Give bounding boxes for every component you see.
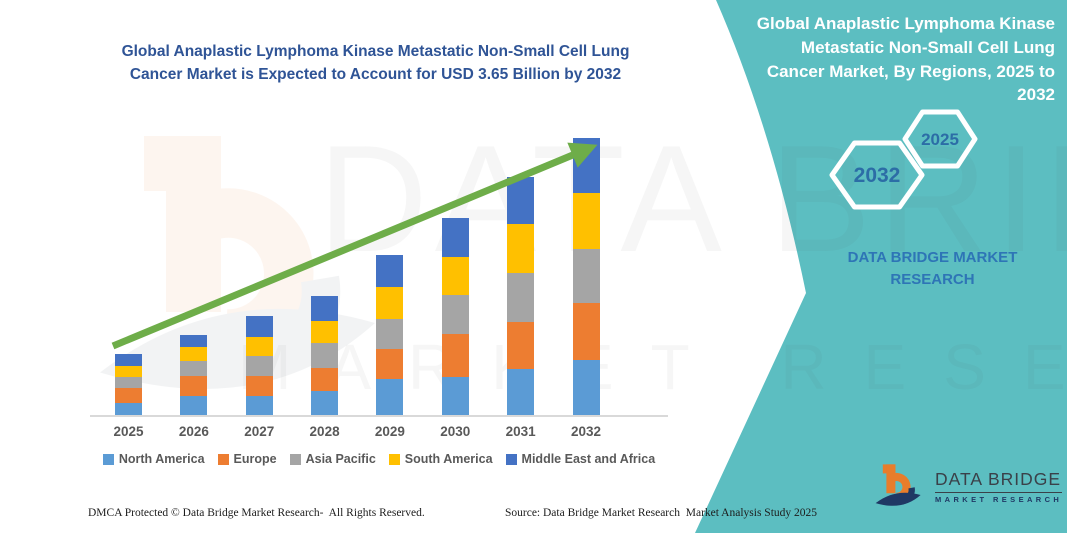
x-axis-label-2032: 2032	[570, 424, 602, 439]
bar-segment-2031-middle-east-and-africa	[507, 177, 535, 225]
source-text: Source: Data Bridge Market Research Mark…	[505, 507, 818, 519]
bar-segment-2030-south-america	[441, 256, 469, 295]
bar-segment-2026-south-america	[180, 347, 208, 362]
bar-segment-2029-middle-east-and-africa	[376, 255, 404, 288]
hexagon-2025-label: 2025	[921, 130, 959, 149]
bar-segment-2030-north-america	[441, 377, 469, 415]
logo-divider	[935, 491, 1063, 493]
bar-segment-2032-europe	[572, 303, 600, 360]
bar-segment-2032-asia-pacific	[572, 248, 600, 304]
bar-segment-2032-middle-east-and-africa	[572, 137, 600, 194]
legend-swatch	[289, 453, 301, 465]
bar-segment-2025-europe	[115, 388, 142, 403]
stacked-bar-2028	[311, 295, 339, 415]
legend-item-asia-pacific: Asia Pacific	[289, 452, 376, 466]
legend-item-europe: Europe	[217, 452, 277, 466]
legend-label: Europe	[233, 452, 277, 466]
bar-segment-2025-asia-pacific	[115, 377, 142, 389]
legend-item-south-america: South America	[388, 452, 493, 466]
legend-label: Asia Pacific	[305, 452, 376, 466]
stacked-bar-2030	[441, 218, 469, 415]
bar-segment-2029-asia-pacific	[376, 318, 404, 349]
bar-segment-2027-south-america	[245, 336, 273, 357]
legend-swatch	[505, 453, 517, 465]
panel-title: Global Anaplastic Lymphoma Kinase Metast…	[756, 14, 1055, 105]
bar-segment-2030-middle-east-and-africa	[441, 218, 469, 257]
hexagon-2025	[902, 109, 978, 169]
hexagon-2032-label: 2032	[854, 164, 901, 187]
stacked-bar-2032	[572, 137, 600, 415]
bar-segment-2028-middle-east-and-africa	[311, 295, 339, 321]
bar-segment-2026-north-america	[180, 396, 208, 415]
legend-label: South America	[404, 452, 493, 466]
stacked-bar-2025	[115, 354, 142, 415]
legend-label: Middle East and Africa	[521, 452, 656, 466]
bar-segment-2025-north-america	[115, 402, 142, 415]
bar-segment-2028-asia-pacific	[311, 342, 339, 368]
bar-segment-2030-europe	[441, 333, 469, 377]
bar-segment-2029-europe	[376, 348, 404, 379]
chart-title: Global Anaplastic Lymphoma Kinase Metast…	[121, 43, 630, 84]
legend-swatch	[102, 453, 114, 465]
x-axis-labels: 2025 2026 2027 2028 2029 2030 2031 2032	[90, 424, 668, 442]
stacked-bar-2029	[376, 255, 404, 415]
bar-segment-2030-asia-pacific	[441, 294, 469, 334]
stacked-bar-2031	[507, 177, 535, 415]
bar-segment-2026-asia-pacific	[180, 361, 208, 377]
chart-legend: North America Europe Asia Pacific South Ame…	[88, 452, 670, 466]
hexagon-badges: 2025 2032	[829, 109, 978, 210]
bar-segment-2026-europe	[180, 376, 208, 396]
legend-label: North America	[118, 452, 205, 466]
legend-item-middle-east-and-africa: Middle East and Africa	[505, 452, 656, 466]
bar-segment-2027-north-america	[245, 396, 273, 415]
bar-segment-2032-north-america	[572, 359, 600, 415]
x-axis-label-2030: 2030	[440, 424, 471, 439]
bar-segment-2029-north-america	[376, 378, 404, 415]
x-axis-label-2031: 2031	[505, 424, 536, 439]
x-axis-label-2026: 2026	[178, 424, 209, 439]
x-axis-label-2028: 2028	[309, 424, 340, 439]
bar-segment-2027-europe	[245, 376, 273, 396]
bar-segment-2031-north-america	[507, 368, 535, 415]
bar-segment-2025-south-america	[115, 366, 142, 378]
bar-segment-2026-middle-east-and-africa	[180, 335, 208, 348]
bar-segment-2031-south-america	[507, 224, 535, 273]
logo-subtitle: MARKET RESEARCH	[935, 494, 1063, 504]
bar-chart-plot-area	[90, 128, 668, 417]
dmca-text: DMCA Protected © Data Bridge Market Rese…	[88, 507, 425, 519]
bar-segment-2028-south-america	[311, 320, 339, 343]
x-axis-label-2027: 2027	[244, 424, 275, 439]
hexagon-2032	[829, 140, 925, 210]
bar-segment-2029-south-america	[376, 287, 404, 319]
legend-swatch	[217, 453, 229, 465]
brand-text: DATA BRIDGE MARKET RESEARCH	[847, 249, 1018, 288]
legend-swatch	[388, 453, 400, 465]
x-axis-label-2029: 2029	[374, 424, 405, 439]
x-axis-label-2025: 2025	[113, 424, 144, 439]
bar-segment-2025-middle-east-and-africa	[115, 354, 142, 367]
bar-segment-2031-asia-pacific	[507, 272, 535, 322]
bar-segment-2032-south-america	[572, 193, 600, 249]
dbmr-logo: DATA BRIDGE MARKET RESEARCH	[872, 460, 1063, 512]
legend-item-north-america: North America	[102, 452, 205, 466]
logo-title: DATA BRIDGE	[935, 468, 1062, 489]
dbmr-logo-icon	[875, 464, 921, 506]
stacked-bar-2027	[245, 316, 273, 415]
stacked-bar-2026	[180, 335, 208, 415]
bar-segment-2028-europe	[311, 367, 339, 392]
bar-segment-2028-north-america	[311, 391, 339, 415]
bar-segment-2031-europe	[507, 321, 535, 369]
bar-segment-2027-middle-east-and-africa	[245, 316, 273, 337]
bar-segment-2027-asia-pacific	[245, 356, 273, 377]
